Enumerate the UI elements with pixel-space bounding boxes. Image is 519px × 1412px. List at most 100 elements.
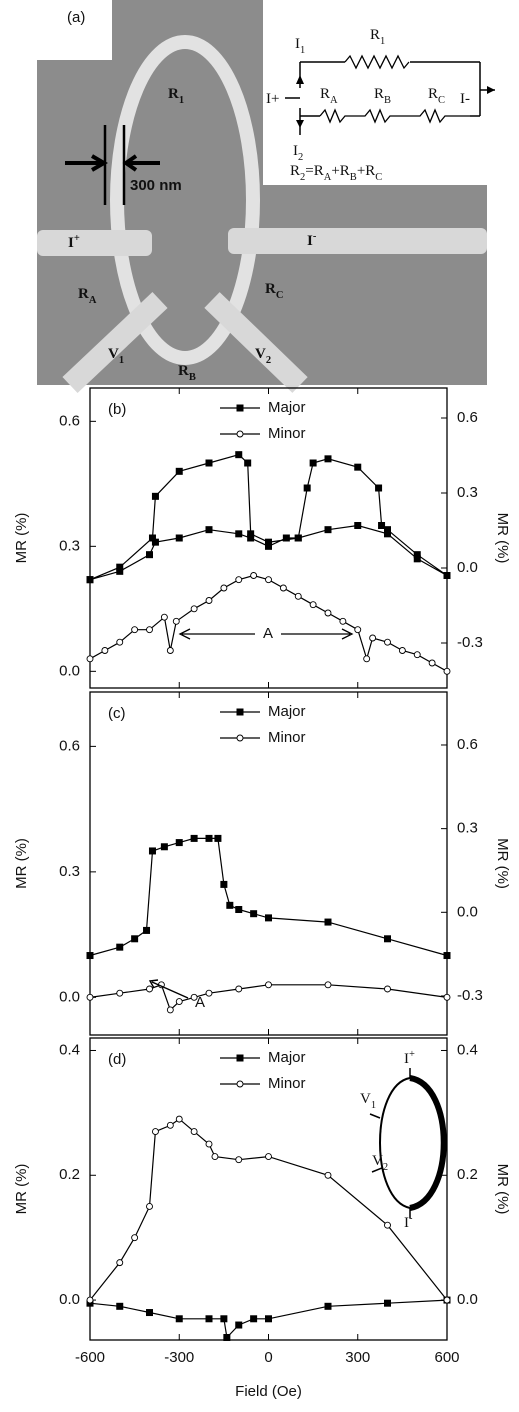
- marker-circle: [324, 981, 332, 989]
- y2-tick-label: 0.4: [457, 1041, 478, 1058]
- marker-square: [116, 567, 124, 575]
- lead: [228, 228, 487, 254]
- marker-circle: [279, 584, 287, 592]
- marker-circle: [166, 1121, 174, 1129]
- circuit-box: [263, 0, 487, 185]
- marker-circle: [220, 584, 228, 592]
- marker-square: [86, 952, 94, 960]
- marker-square: [148, 534, 156, 542]
- image-label: I+: [68, 233, 80, 252]
- marker-circle: [205, 1140, 213, 1148]
- marker-square: [384, 1299, 391, 1307]
- marker-circle: [324, 609, 332, 617]
- circuit-label: RA: [320, 86, 338, 105]
- marker-circle: [101, 647, 109, 654]
- resistors: [319, 54, 470, 124]
- marker-square: [151, 538, 159, 546]
- marker-circle: [205, 597, 213, 604]
- marker-square: [265, 1315, 272, 1323]
- marker-square: [250, 1315, 258, 1323]
- marker-circle: [236, 430, 244, 438]
- marker-circle: [384, 638, 391, 646]
- marker-circle: [413, 651, 421, 659]
- marker-circle: [443, 993, 451, 1001]
- y2-axis-label: MR (%): [494, 513, 511, 564]
- label-sub: 1: [300, 45, 305, 56]
- marker-circle: [235, 1156, 243, 1164]
- y-tick-label: 0.0: [59, 662, 80, 679]
- marker-circle: [211, 1153, 219, 1161]
- circuit-label: RC: [428, 86, 445, 105]
- y2-tick-label: -0.3: [457, 987, 483, 1004]
- image-label: I-: [307, 231, 317, 250]
- marker-circle: [116, 989, 124, 997]
- marker-square: [235, 530, 243, 538]
- y2-tick-label: 0.6: [457, 736, 478, 753]
- marker-square: [143, 926, 151, 934]
- annotation: A: [195, 994, 205, 1011]
- marker-square: [265, 538, 272, 546]
- marker-circle: [235, 576, 243, 584]
- label-base: R: [320, 86, 330, 102]
- marker-square: [236, 1054, 244, 1062]
- marker-circle: [131, 626, 139, 634]
- inset-label: I+: [404, 1049, 415, 1068]
- sem-image: [37, 0, 495, 393]
- marker-square: [146, 1309, 153, 1317]
- marker-circle: [294, 592, 302, 600]
- marker-square: [384, 530, 391, 538]
- label-base: R: [78, 286, 89, 302]
- marker-square: [324, 455, 332, 463]
- label-sub: 1: [380, 36, 385, 47]
- panel-label: (d): [108, 1051, 126, 1068]
- marker-square: [131, 935, 139, 943]
- marker-circle: [236, 734, 244, 742]
- label-sub: 1: [179, 95, 184, 106]
- marker-square: [378, 522, 386, 529]
- label-base: I+: [266, 91, 279, 107]
- label-base: I: [404, 1215, 409, 1231]
- marker-square: [324, 918, 332, 926]
- circuit-label: I+: [266, 91, 279, 107]
- marker-square: [236, 708, 244, 716]
- marker-circle: [265, 981, 272, 989]
- marker-circle: [354, 626, 362, 634]
- marker-square: [244, 459, 252, 467]
- label-sub: A: [330, 95, 338, 106]
- label-base: I-: [460, 91, 470, 107]
- marker-square: [375, 484, 383, 492]
- marker-circle: [146, 1203, 153, 1210]
- marker-circle: [86, 993, 94, 1001]
- equation-sub: C: [375, 172, 382, 183]
- marker-square: [354, 522, 362, 529]
- series-line: [89, 1118, 448, 1301]
- y2-axis-label: MR (%): [494, 1164, 511, 1215]
- marker-square: [116, 563, 124, 571]
- label-sub: C: [438, 95, 445, 106]
- y2-tick-label: 0.0: [457, 559, 478, 576]
- label-base: R: [370, 27, 380, 43]
- inset-ring: [379, 1077, 411, 1209]
- inset-leads: [369, 1068, 411, 1218]
- legend-label: Minor: [268, 729, 306, 746]
- image-label: RC: [265, 281, 283, 300]
- marker-square: [223, 1334, 231, 1342]
- lead: [37, 230, 152, 256]
- marker-square: [413, 555, 421, 563]
- label-sub: 2: [298, 152, 303, 163]
- marker-circle: [190, 993, 198, 1001]
- y-axis-label: MR (%): [13, 838, 30, 889]
- scale-arrows: [65, 154, 160, 172]
- marker-square: [235, 451, 243, 459]
- y-tick-label: 0.3: [59, 863, 80, 880]
- marker-square: [265, 542, 272, 550]
- marker-square: [116, 943, 124, 951]
- marker-circle: [160, 613, 168, 621]
- marker-square: [235, 906, 243, 914]
- marker-square: [116, 1302, 124, 1310]
- equation-sub: B: [350, 172, 357, 183]
- equation-part: +R: [331, 163, 349, 179]
- marker-circle: [166, 1006, 174, 1014]
- equation-sub: A: [324, 172, 332, 183]
- label-base: R: [178, 363, 189, 379]
